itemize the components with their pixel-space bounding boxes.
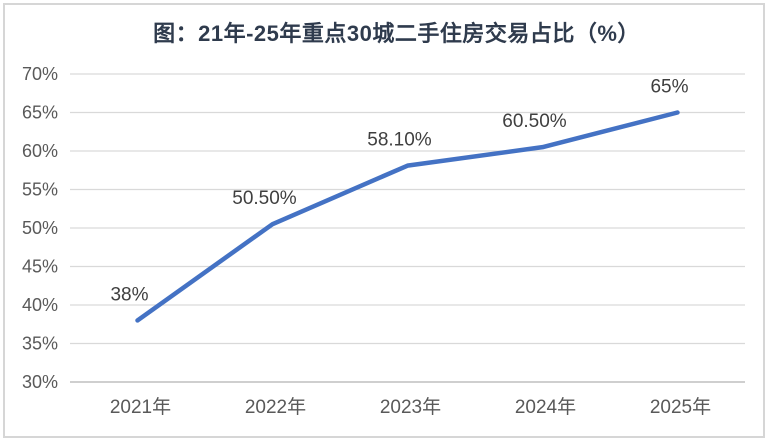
data-point-label: 50.50% xyxy=(232,188,297,209)
data-point-label: 60.50% xyxy=(502,111,567,132)
y-tick-label: 65% xyxy=(22,103,58,123)
data-point-label: 65% xyxy=(650,77,688,98)
y-tick-label: 40% xyxy=(22,295,58,315)
x-tick-label: 2022年 xyxy=(245,396,306,418)
data-point-label: 58.10% xyxy=(367,130,432,151)
x-tick-label: 2023年 xyxy=(380,396,441,418)
y-tick-label: 45% xyxy=(22,257,58,277)
data-point-label: 38% xyxy=(110,284,148,305)
chart-title: 图：21年-25年重点30城二手住房交易占比（%） xyxy=(153,21,640,46)
data-series-line xyxy=(135,110,680,323)
y-tick-label: 50% xyxy=(22,218,58,238)
x-tick-label: 2021年 xyxy=(110,396,171,418)
y-tick-label: 55% xyxy=(22,180,58,200)
y-tick-label: 60% xyxy=(22,141,58,161)
y-tick-label: 70% xyxy=(22,64,58,84)
x-tick-label: 2024年 xyxy=(515,396,576,418)
x-tick-label: 2025年 xyxy=(650,396,711,418)
y-tick-label: 30% xyxy=(22,372,58,392)
y-tick-label: 35% xyxy=(22,334,58,354)
